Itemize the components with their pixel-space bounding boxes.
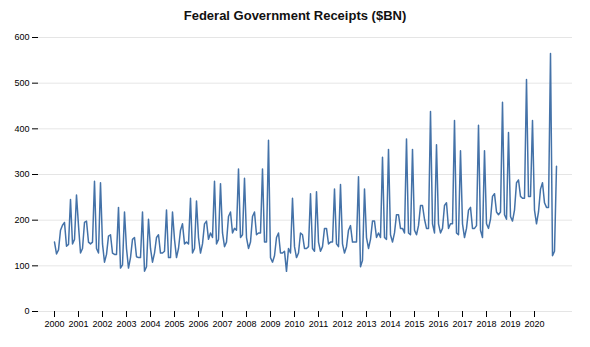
svg-text:2006: 2006 [188,319,208,329]
svg-text:600: 600 [14,32,29,42]
svg-text:2007: 2007 [212,319,232,329]
svg-text:2010: 2010 [284,319,304,329]
svg-text:500: 500 [14,78,29,88]
svg-text:2013: 2013 [356,319,376,329]
svg-text:2016: 2016 [428,319,448,329]
svg-text:2017: 2017 [452,319,472,329]
svg-text:200: 200 [14,215,29,225]
svg-text:2002: 2002 [92,319,112,329]
svg-text:2000: 2000 [44,319,64,329]
svg-text:2003: 2003 [116,319,136,329]
svg-text:2019: 2019 [500,319,520,329]
svg-text:2015: 2015 [404,319,424,329]
svg-text:300: 300 [14,169,29,179]
svg-text:400: 400 [14,124,29,134]
html-text:Federal Government Receipts ($: Federal Government Receipts ($BN) [183,8,407,23]
svg-text:2011: 2011 [309,319,328,329]
svg-text:0: 0 [24,306,29,316]
svg-text:2008: 2008 [236,319,256,329]
svg-text:2004: 2004 [140,319,160,329]
svg-text:2014: 2014 [380,319,400,329]
svg-text:100: 100 [14,261,29,271]
svg-text:2005: 2005 [164,319,184,329]
svg-text:2012: 2012 [332,319,352,329]
svg-text:2009: 2009 [260,319,280,329]
svg-text:2020: 2020 [524,319,544,329]
svg-text:2001: 2001 [68,319,88,329]
svg-text:2018: 2018 [476,319,496,329]
